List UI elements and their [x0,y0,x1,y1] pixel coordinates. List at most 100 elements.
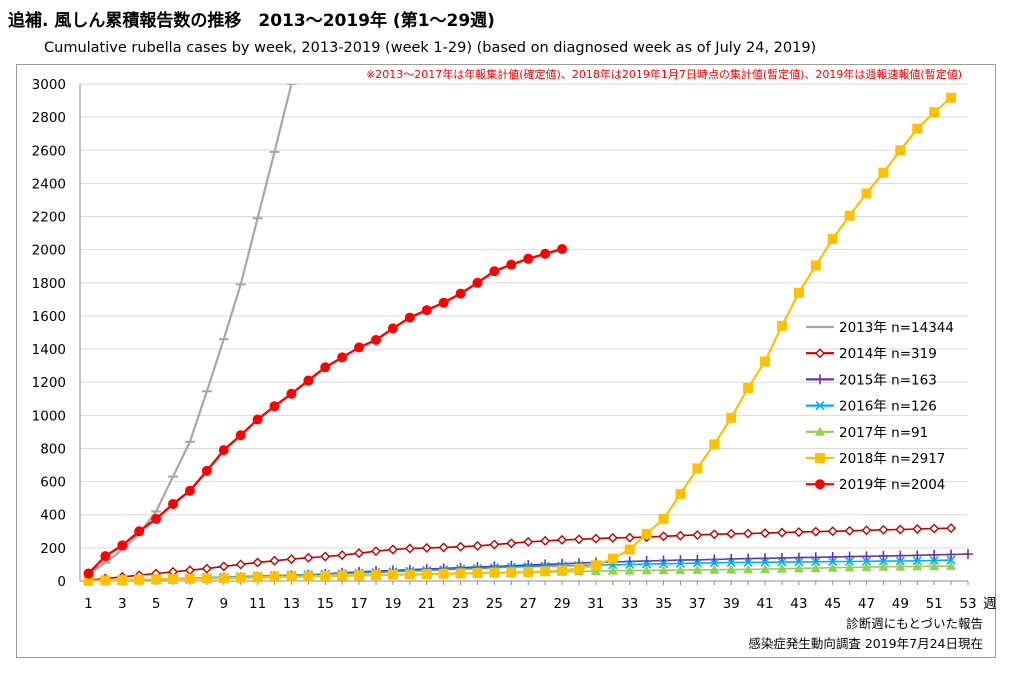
y-tick-label: 600 [40,475,66,491]
data-point [946,555,956,565]
data-point [151,513,162,524]
data-point [709,564,720,574]
y-tick-label: 2000 [32,243,66,259]
legend-label: 2014年 n=319 [839,346,937,362]
x-tick-label: 39 [723,596,740,612]
data-point [726,412,737,423]
legend-label: 2013年 n=14344 [839,320,954,336]
x-tick-label: 7 [186,596,195,612]
data-point [929,555,939,566]
data-point [878,556,888,566]
x-tick-label: 49 [892,596,909,612]
x-tick-label: 37 [689,596,706,612]
data-point [303,571,314,582]
data-point [861,562,872,572]
data-point [151,574,162,585]
data-point [134,526,145,537]
data-point [252,572,263,583]
data-point [776,527,787,538]
legend-item: 2013年 n=14344 [806,320,954,336]
data-point [354,548,365,559]
x-tick-label: 45 [824,596,841,612]
data-source-note: ※2013〜2017年は年報集計値(確定値)、2018年は2019年1月7日時点… [366,67,962,81]
data-point [878,524,889,535]
x-tick-label: 41 [756,596,773,612]
data-point [861,188,872,199]
data-point [760,528,771,539]
data-point [235,430,246,441]
data-point [421,542,432,553]
data-point [557,534,568,545]
y-tick-label: 1000 [32,408,66,424]
data-point [946,549,957,560]
x-tick-label: 3 [118,596,127,612]
grid-lines [80,83,968,549]
data-point [607,532,618,543]
data-point [929,107,940,118]
data-point [252,557,263,568]
data-point [337,352,348,363]
series-2013 [83,84,297,575]
data-point [658,565,669,575]
data-point [100,551,111,562]
data-point [387,569,398,580]
data-point [218,445,229,456]
data-point [675,489,686,500]
series-2019 [83,244,568,579]
x-tick-label: 1 [84,596,93,612]
y-tick-label: 0 [57,574,66,590]
data-point [303,552,314,563]
data-point [523,567,534,578]
x-tick-label: 35 [655,596,672,612]
data-point [320,362,331,373]
legend-item: 2018年 n=2917 [806,451,945,467]
chart-title: 追補. 風しん累積報告数の推移 2013〜2019年 (第1〜29週) [8,11,495,31]
data-point [117,575,128,586]
data-point [929,561,940,571]
data-point [760,356,771,367]
data-point [810,563,821,573]
data-point [815,401,825,411]
data-point [827,526,838,537]
data-point [387,544,398,555]
data-point [421,569,432,580]
x-tick-label: 13 [283,596,300,612]
x-axis-label: 週 [983,596,997,612]
data-point [624,532,635,543]
data-point [269,555,280,566]
data-point [793,287,804,298]
data-point [658,531,669,542]
data-point [624,544,635,555]
data-point [625,559,635,569]
data-point [235,559,246,570]
data-point [371,570,381,581]
data-point [709,529,720,540]
y-tick-label: 2600 [32,143,66,159]
data-point [760,564,771,574]
data-point [726,558,736,568]
data-point [421,305,432,316]
data-point [912,123,923,134]
data-point [794,557,804,567]
series-line [87,247,563,575]
data-point [438,568,449,579]
data-point [692,463,703,474]
data-point [218,573,229,584]
data-point [929,549,940,560]
data-point [827,233,838,244]
data-point [354,570,365,581]
data-point [793,527,804,538]
data-point [371,546,381,557]
data-point [878,561,889,571]
data-point [590,566,601,576]
data-point [815,453,825,463]
data-point [658,513,669,524]
data-point [269,401,280,412]
data-point [83,568,94,579]
chart-subtitle: Cumulative rubella cases by week, 2013-2… [44,40,817,56]
x-tick-label: 47 [858,596,875,612]
data-point [726,564,737,574]
data-point [489,567,500,578]
data-point [590,533,601,544]
data-point [641,528,652,539]
